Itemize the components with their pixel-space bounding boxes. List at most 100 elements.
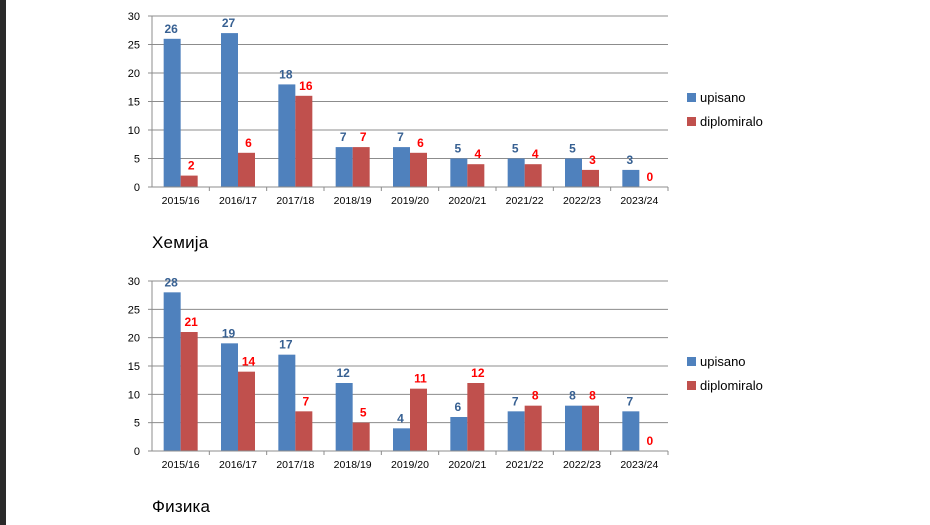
legend-label-upisano: upisano [700, 354, 746, 369]
y-tick-label: 15 [128, 97, 140, 109]
bar-diplomiralo [410, 388, 427, 451]
legend-swatch-diplomiralo [687, 381, 696, 390]
data-label-diplomiralo: 12 [471, 366, 485, 380]
data-label-diplomiralo: 11 [414, 372, 427, 386]
bar-upisano [221, 33, 238, 187]
bar-upisano [450, 417, 468, 451]
data-label-diplomiralo: 6 [245, 136, 252, 150]
data-label-upisano: 27 [222, 16, 236, 30]
x-tick-label: 2016/17 [219, 459, 257, 471]
x-tick-label: 2022/23 [563, 195, 601, 207]
legend-label-diplomiralo: diplomiralo [700, 378, 763, 393]
data-label-upisano: 19 [222, 326, 236, 340]
x-tick-label: 2018/19 [334, 195, 372, 207]
bar-diplomiralo [410, 152, 427, 187]
y-tick-label: 25 [128, 304, 140, 316]
bar-diplomiralo [582, 169, 599, 187]
data-label-upisano: 5 [454, 142, 461, 156]
bar-diplomiralo [238, 152, 255, 187]
bar-upisano [393, 147, 410, 187]
legend-label-upisano: upisano [700, 90, 746, 105]
bar-upisano [221, 343, 238, 451]
y-tick-label: 10 [128, 389, 140, 401]
y-tick-label: 5 [134, 418, 140, 430]
x-tick-label: 2021/22 [506, 459, 544, 471]
x-tick-label: 2018/19 [334, 459, 372, 471]
page-edge [0, 0, 6, 525]
bar-diplomiralo [238, 371, 255, 451]
bar-upisano [507, 411, 525, 451]
data-label-upisano: 7 [340, 130, 347, 144]
x-tick-label: 2015/16 [162, 195, 200, 207]
bar-upisano [163, 292, 181, 451]
legend-swatch-diplomiralo [687, 117, 696, 126]
data-label-diplomiralo: 21 [184, 315, 198, 329]
data-label-upisano: 8 [569, 389, 576, 403]
legend-swatch-upisano [687, 93, 696, 102]
y-tick-label: 5 [134, 154, 140, 166]
data-label-upisano: 7 [626, 394, 633, 408]
bar-diplomiralo [352, 147, 370, 187]
x-tick-label: 2019/20 [391, 459, 429, 471]
x-tick-label: 2020/21 [448, 459, 486, 471]
bar-upisano [278, 84, 296, 187]
bar-upisano [622, 411, 640, 451]
bar-diplomiralo [180, 332, 198, 451]
y-tick-label: 10 [128, 125, 140, 137]
bar-upisano [393, 428, 410, 451]
data-label-upisano: 28 [164, 275, 178, 289]
y-tick-label: 30 [128, 276, 140, 288]
bar-diplomiralo [295, 95, 313, 187]
data-label-diplomiralo: 4 [474, 147, 481, 161]
data-label-upisano: 12 [336, 366, 350, 380]
bar-upisano [565, 405, 582, 451]
y-tick-label: 15 [128, 361, 140, 373]
data-label-upisano: 7 [397, 130, 404, 144]
y-tick-label: 20 [128, 68, 140, 80]
bar-upisano [622, 169, 640, 187]
bar-upisano [163, 38, 181, 187]
x-tick-label: 2020/21 [448, 195, 486, 207]
x-tick-label: 2022/23 [563, 459, 601, 471]
data-label-diplomiralo: 3 [589, 153, 596, 167]
data-label-diplomiralo: 16 [299, 79, 313, 93]
bar-upisano [450, 158, 468, 187]
bar-upisano [335, 383, 353, 451]
x-tick-label: 2021/22 [506, 195, 544, 207]
data-label-diplomiralo: 0 [646, 170, 653, 184]
data-label-upisano: 18 [279, 67, 293, 81]
bar-diplomiralo [180, 175, 198, 187]
data-label-diplomiralo: 8 [589, 389, 596, 403]
data-label-diplomiralo: 7 [302, 394, 309, 408]
bar-diplomiralo [524, 405, 542, 451]
y-tick-label: 0 [134, 446, 140, 458]
x-tick-label: 2023/24 [620, 195, 658, 207]
data-label-diplomiralo: 14 [242, 355, 256, 369]
bar-diplomiralo [467, 383, 485, 451]
data-label-upisano: 3 [626, 153, 633, 167]
chart-caption-physics: Физика [152, 497, 211, 516]
x-tick-label: 2015/16 [162, 459, 200, 471]
data-label-diplomiralo: 6 [417, 136, 424, 150]
y-tick-label: 25 [128, 40, 140, 52]
bar-upisano [507, 158, 525, 187]
legend-swatch-upisano [687, 357, 696, 366]
bar-upisano [565, 158, 582, 187]
data-label-upisano: 7 [512, 394, 519, 408]
data-label-diplomiralo: 2 [188, 159, 195, 173]
bar-diplomiralo [582, 405, 599, 451]
x-tick-label: 2017/18 [276, 195, 314, 207]
x-tick-label: 2023/24 [620, 459, 658, 471]
data-label-diplomiralo: 4 [532, 147, 539, 161]
x-tick-label: 2016/17 [219, 195, 257, 207]
bar-diplomiralo [295, 411, 313, 451]
bar-upisano [278, 354, 296, 451]
legend-label-diplomiralo: diplomiralo [700, 114, 763, 129]
data-label-upisano: 4 [397, 411, 404, 425]
data-label-upisano: 6 [454, 400, 461, 414]
data-label-upisano: 17 [279, 338, 293, 352]
x-tick-label: 2019/20 [391, 195, 429, 207]
bar-upisano [335, 147, 353, 187]
